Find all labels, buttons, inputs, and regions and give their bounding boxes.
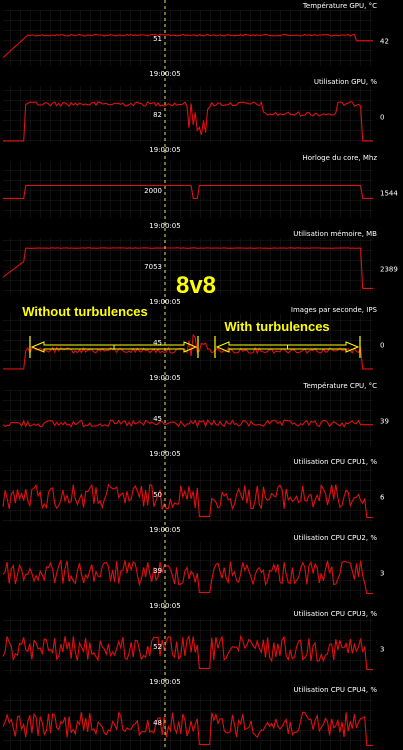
graph-panel: Utilisation CPU CPU2, %3919:00:053 xyxy=(2,534,384,610)
graph-panel: Température GPU, °C5119:00:0542 xyxy=(2,2,389,78)
cursor-value: 7053 xyxy=(144,263,162,271)
graph-panel: Utilisation CPU CPU3, % 52 19:00:05 3 xyxy=(2,610,384,686)
series-line xyxy=(3,333,373,370)
panel-label: Utilisation mémoire, MB xyxy=(293,230,377,238)
with-turbulences-span xyxy=(214,336,361,358)
plot-grid xyxy=(3,238,373,294)
without-turbulences-label: Without turbulences xyxy=(22,304,148,319)
series-line xyxy=(3,184,373,199)
series-line xyxy=(2,483,373,519)
match-size-label: 8v8 xyxy=(176,272,216,299)
series-line xyxy=(2,419,373,429)
current-value: 1544 xyxy=(380,190,398,198)
without-turbulences-span xyxy=(29,336,199,358)
current-value: 0 xyxy=(380,114,384,122)
series-line xyxy=(2,560,373,595)
current-value: 42 xyxy=(380,38,389,46)
panel-label: Utilisation CPU CPU3, % xyxy=(293,610,377,618)
graph-panel: Température CPU, °C 45 19:00:05 39 xyxy=(2,382,389,458)
graph-panel: Utilisation CPU CPU4, %4819:00:05 xyxy=(2,686,377,750)
plot-grid xyxy=(3,390,373,446)
current-value: 2389 xyxy=(380,266,398,274)
annotation-overlay: 8v8 Without turbulences With turbulences xyxy=(22,272,361,358)
with-turbulences-label: With turbulences xyxy=(224,319,329,334)
graph-panel: Images par seconde, IPS4519:00:050 xyxy=(3,306,384,382)
series-line xyxy=(2,33,373,59)
graph-panel: Horloge du core, Mhz 2000 19:00:05 1544 xyxy=(3,154,398,230)
plot-grid xyxy=(3,694,373,750)
panel-label: Utilisation CPU CPU2, % xyxy=(293,534,377,542)
panel-label: Horloge du core, Mhz xyxy=(303,154,378,162)
graph-panel: Utilisation CPU CPU1, %5019:00:056 xyxy=(2,458,385,534)
current-value: 3 xyxy=(380,646,384,654)
cursor-value: 45 xyxy=(153,415,162,423)
plot-grid xyxy=(3,618,373,674)
current-value: 6 xyxy=(380,494,385,502)
cursor-value: 39 xyxy=(153,567,162,575)
panel-label: Utilisation GPU, % xyxy=(314,78,377,86)
series-line xyxy=(2,247,373,289)
cursor-value: 52 xyxy=(153,643,162,651)
graph-panel: Utilisation mémoire, MB705319:00:052389 xyxy=(2,230,398,306)
cursor-value: 45 xyxy=(153,339,162,347)
cursor-value: 51 xyxy=(153,35,162,43)
panel-label: Utilisation CPU CPU4, % xyxy=(293,686,377,694)
current-value: 3 xyxy=(380,570,384,578)
plot-grid xyxy=(3,162,373,218)
cursor-time: 19:00:05 xyxy=(149,222,180,230)
current-value: 39 xyxy=(380,418,389,426)
panel-label: Utilisation CPU CPU1, % xyxy=(293,458,377,466)
cursor-value: 2000 xyxy=(144,187,162,195)
cursor-value: 48 xyxy=(153,719,162,727)
plot-grid xyxy=(3,10,373,66)
series-line xyxy=(3,100,373,142)
current-value: 0 xyxy=(380,342,384,350)
cursor-value: 50 xyxy=(153,491,162,499)
panel-label: Images par seconde, IPS xyxy=(291,306,378,314)
cursor-value: 82 xyxy=(153,111,162,119)
cursor-time: 19:00:05 xyxy=(149,678,180,686)
plot-grid xyxy=(3,314,373,370)
cursor-time: 19:00:05 xyxy=(149,450,180,458)
panel-label: Température GPU, °C xyxy=(302,2,377,10)
panel-label: Température CPU, °C xyxy=(302,382,377,390)
graph-panel: Utilisation GPU, %8219:00:050 xyxy=(3,78,384,154)
series-line xyxy=(2,711,373,747)
series-line xyxy=(2,634,373,671)
